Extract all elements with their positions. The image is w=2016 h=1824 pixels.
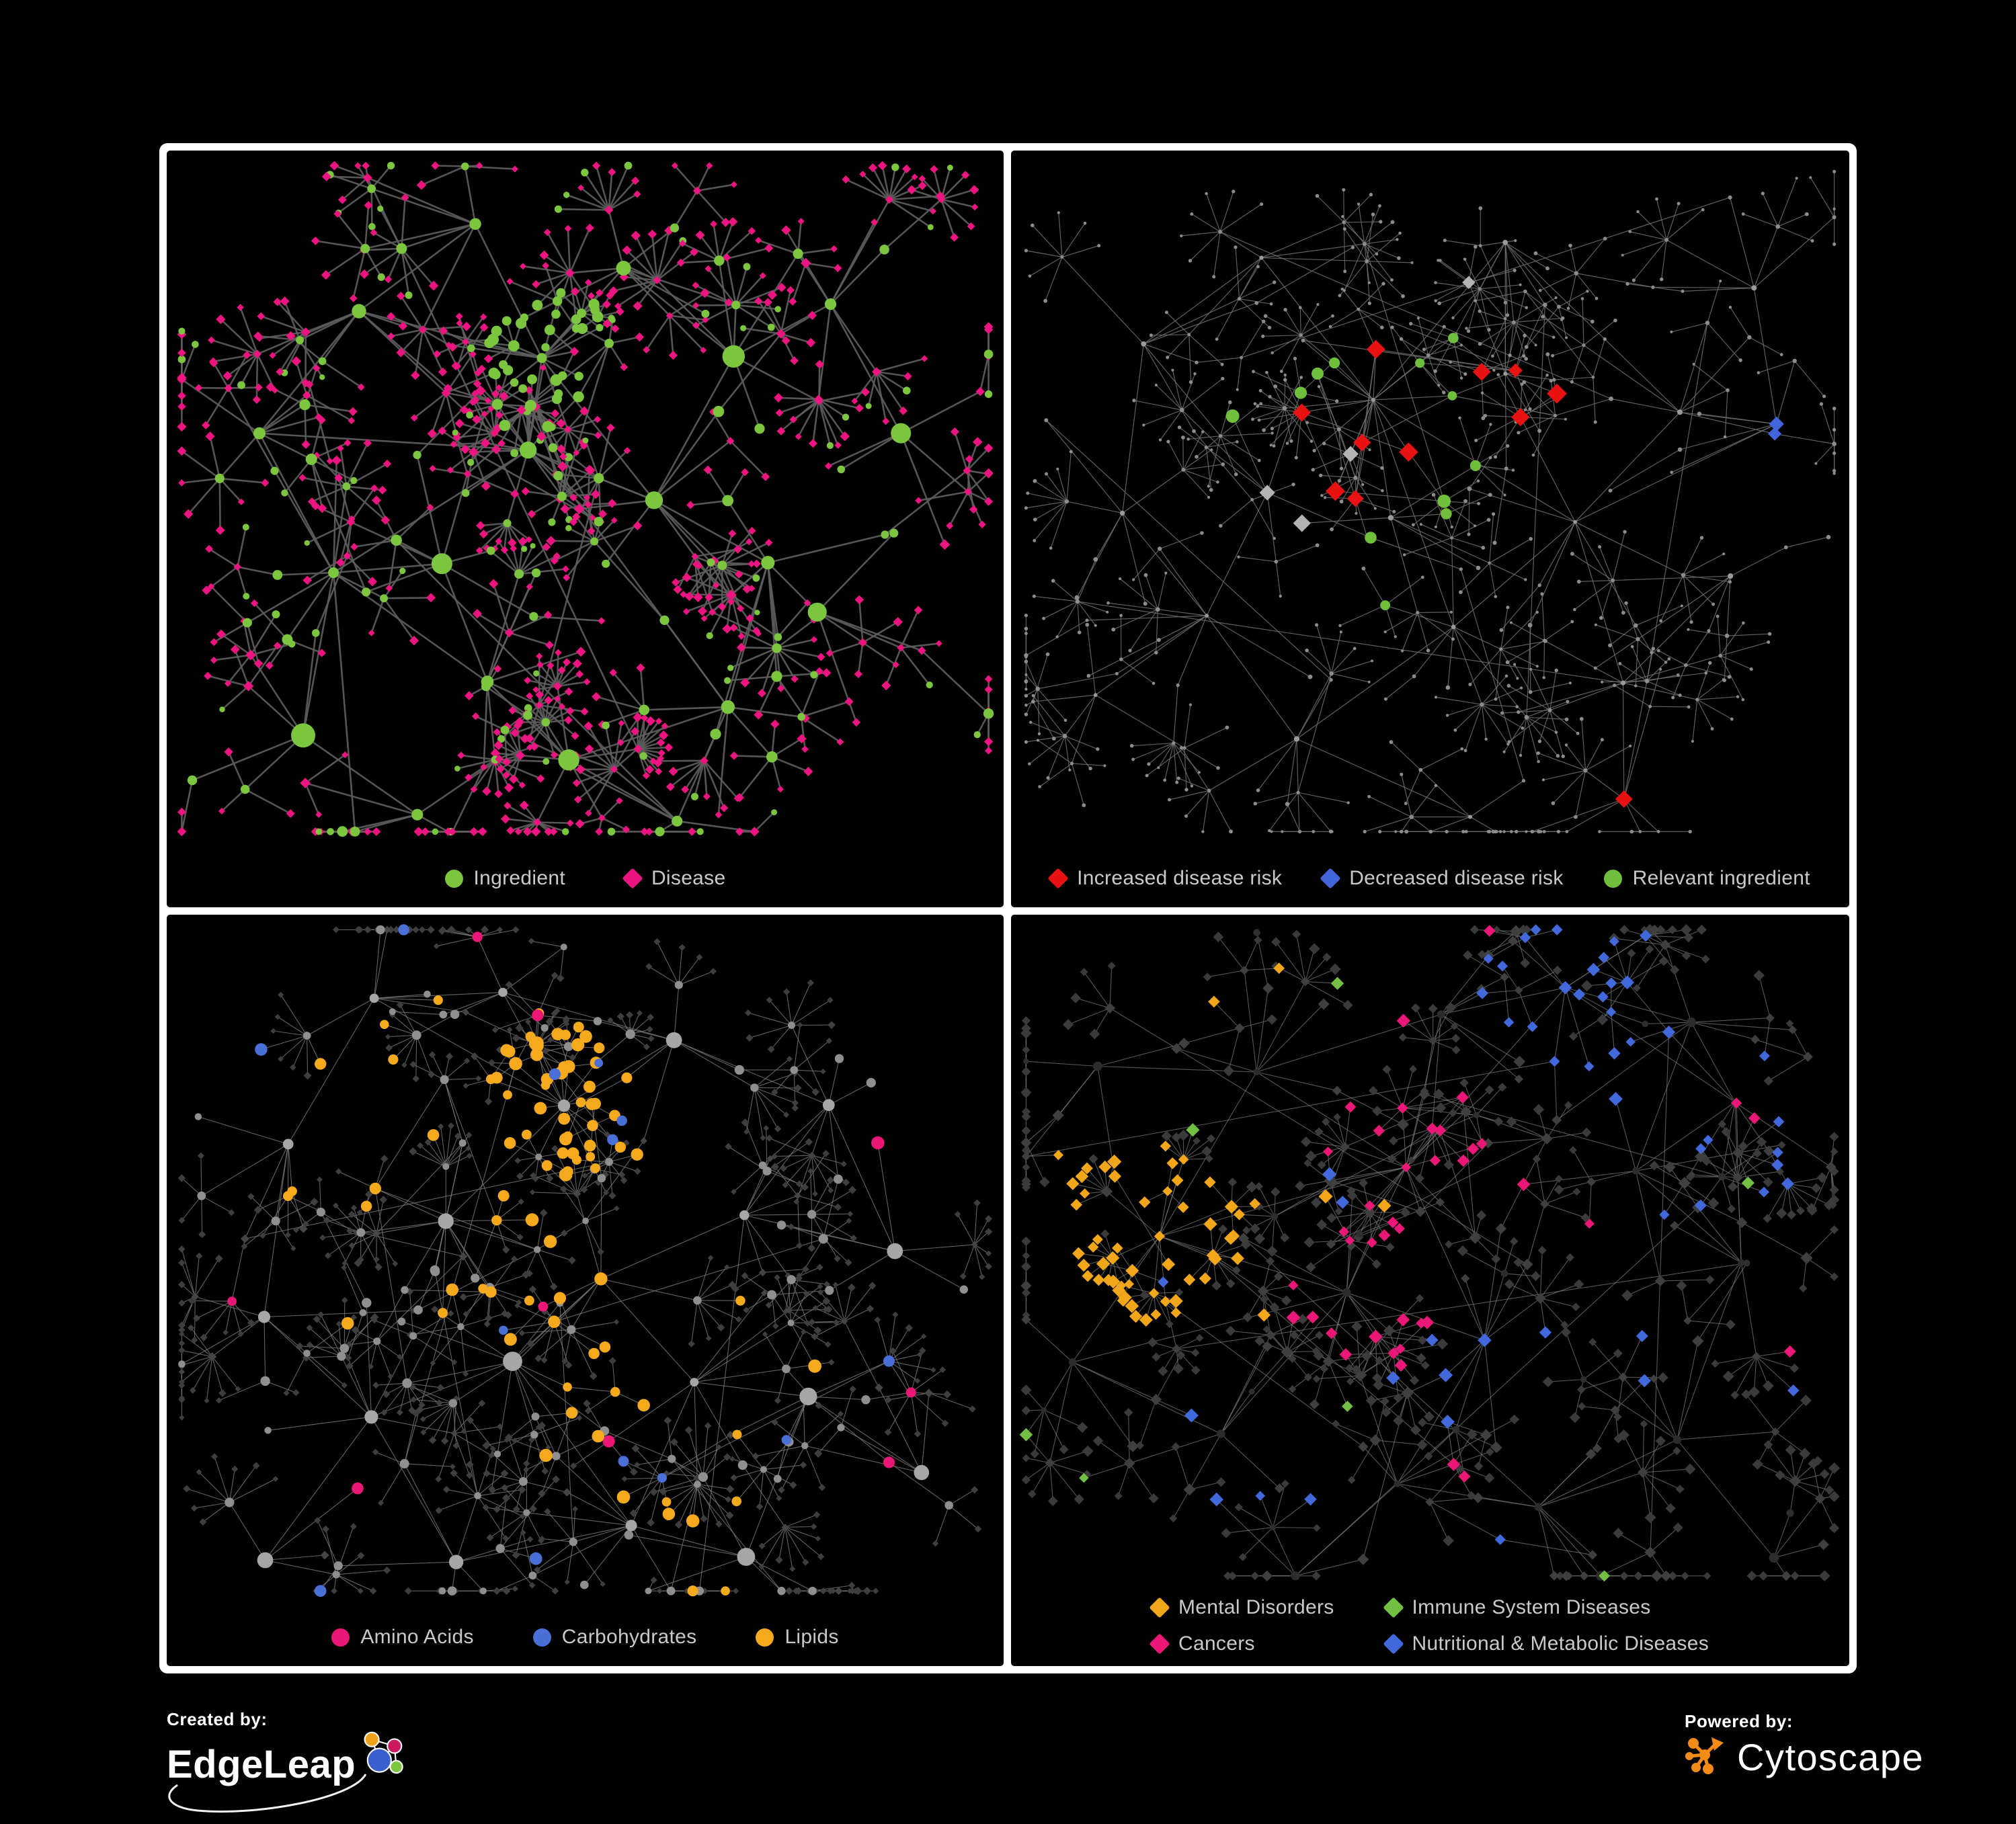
panel-disease-risk: Increased disease risk Decreased disease… xyxy=(1011,151,1849,907)
legend-ingredient-disease: Ingredient Disease xyxy=(167,867,1004,890)
panel-ingredient-disease: Ingredient Disease xyxy=(167,151,1004,907)
panel-grid: Ingredient Disease Increased disease ris… xyxy=(159,143,1857,1673)
edgeleap-wordmark: EdgeLeap xyxy=(167,1745,356,1784)
legend-item: Cancers xyxy=(1152,1632,1334,1655)
legend-label: Increased disease risk xyxy=(1077,867,1282,890)
legend-label: Lipids xyxy=(784,1626,838,1649)
legend-nutrient-classes: Amino Acids Carbohydrates Lipids xyxy=(167,1626,1004,1649)
nutritional-metabolic-diseases-diamond-icon xyxy=(1383,1633,1404,1654)
powered-by-label: Powered by: xyxy=(1685,1711,1924,1732)
legend-disease-risk: Increased disease risk Decreased disease… xyxy=(1011,867,1849,890)
legend-item: Increased disease risk xyxy=(1050,867,1282,890)
legend-item: Immune System Diseases xyxy=(1385,1596,1709,1619)
legend-label: Immune System Diseases xyxy=(1412,1596,1651,1619)
cytoscape-network-icon xyxy=(1685,1736,1728,1779)
legend-label: Carbohydrates xyxy=(562,1626,697,1649)
legend-label: Cancers xyxy=(1178,1632,1255,1655)
legend-item: Amino Acids xyxy=(331,1626,473,1649)
immune-system-diseases-diamond-icon xyxy=(1383,1597,1404,1618)
carbohydrates-circle-icon xyxy=(533,1628,551,1647)
network-graph-ingredient-disease xyxy=(167,151,1004,907)
legend-item: Relevant ingredient xyxy=(1604,867,1810,890)
legend-label: Disease xyxy=(651,867,725,890)
lipids-circle-icon xyxy=(756,1628,774,1647)
network-graph-disease-categories xyxy=(1011,915,1849,1666)
amino-acids-circle-icon xyxy=(331,1628,350,1647)
network-graph-nutrient-classes xyxy=(167,915,1004,1666)
legend-item: Decreased disease risk xyxy=(1322,867,1563,890)
legend-item: Nutritional & Metabolic Diseases xyxy=(1385,1632,1709,1655)
increased-risk-diamond-icon xyxy=(1048,868,1069,888)
legend-label: Nutritional & Metabolic Diseases xyxy=(1412,1632,1709,1655)
edgeleap-logo: Created by: EdgeLeap xyxy=(167,1709,409,1803)
legend-item: Disease xyxy=(624,867,725,890)
edgeleap-network-icon xyxy=(353,1719,409,1798)
legend-label: Relevant ingredient xyxy=(1633,867,1810,890)
ingredient-circle-icon xyxy=(445,870,463,888)
panel-disease-categories: Mental Disorders Immune System Diseases … xyxy=(1011,915,1849,1666)
legend-label: Decreased disease risk xyxy=(1349,867,1563,890)
legend-label: Amino Acids xyxy=(360,1626,473,1649)
network-graph-disease-risk xyxy=(1011,151,1849,907)
legend-label: Ingredient xyxy=(474,867,565,890)
cancers-diamond-icon xyxy=(1149,1633,1170,1654)
legend-item: Lipids xyxy=(756,1626,838,1649)
cytoscape-logo: Powered by: Cytoscape xyxy=(1685,1711,1924,1779)
legend-item: Carbohydrates xyxy=(533,1626,697,1649)
cytoscape-wordmark: Cytoscape xyxy=(1737,1739,1924,1776)
legend-item: Mental Disorders xyxy=(1152,1596,1334,1619)
legend-item: Ingredient xyxy=(445,867,565,890)
legend-label: Mental Disorders xyxy=(1178,1596,1334,1619)
decreased-risk-diamond-icon xyxy=(1320,868,1341,888)
relevant-ingredient-circle-icon xyxy=(1604,870,1622,888)
panel-nutrient-classes: Amino Acids Carbohydrates Lipids xyxy=(167,915,1004,1666)
disease-diamond-icon xyxy=(622,868,643,888)
legend-disease-categories: Mental Disorders Immune System Diseases … xyxy=(1011,1596,1849,1655)
mental-disorders-diamond-icon xyxy=(1149,1597,1170,1618)
